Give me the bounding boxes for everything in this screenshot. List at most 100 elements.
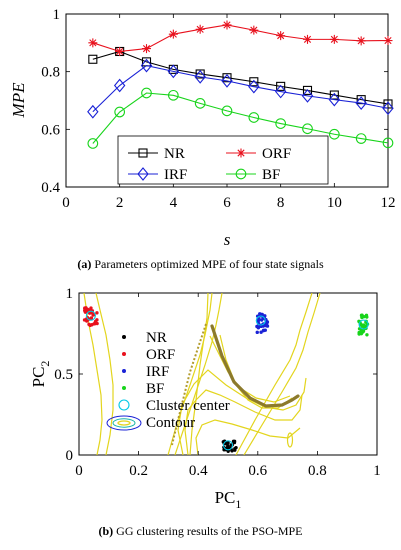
chart-b-ticks: 0 0.2 0.4 0.6 0.8 1 0 0.5 1 [54, 286, 381, 479]
chart-b-legend-label: Cluster center [146, 398, 230, 414]
chart-b-legend-marker [118, 399, 130, 411]
chart-a-point-bf [248, 112, 260, 123]
chart-b-cluster-center [358, 319, 369, 330]
chart-a-series [87, 20, 394, 149]
chart-a-point-irf [328, 92, 341, 107]
chart-b-xlabel-main: PC [215, 488, 236, 507]
chart-b-point-orf [87, 311, 92, 315]
chart-b-point-bf [357, 332, 361, 336]
chart-b-cluster-nr [221, 439, 238, 454]
chart-a-point-irf [301, 89, 314, 103]
chart-b-ylabel-main: PC [29, 367, 48, 388]
chart-b-legend-item: IRF [122, 364, 169, 380]
chart-b-xtick-label: 0.4 [189, 463, 208, 479]
chart-a-point-orf [195, 24, 205, 34]
chart-a-point-orf [356, 36, 366, 46]
chart-a-series-irf [87, 58, 394, 119]
chart-a-legend-marker [236, 148, 246, 158]
chart-a-point-irf [167, 64, 180, 79]
chart-a-xlabel: s [224, 230, 231, 249]
chart-a-point-orf [88, 38, 98, 48]
chart-b-xtick-label: 0 [75, 463, 83, 479]
caption-a: (a) Parameters optimized MPE of four sta… [0, 257, 401, 272]
caption-b-letter: (b) [98, 524, 114, 538]
chart-a-legend-label: BF [262, 167, 280, 183]
chart-b-cluster-center [85, 310, 96, 321]
chart-a-series-bf [87, 87, 394, 149]
chart-b-point-orf [89, 306, 93, 310]
chart-b-point-irf [255, 324, 259, 329]
chart-b-legend-item: Cluster center [118, 398, 230, 414]
chart-b-legend-marker [122, 335, 126, 339]
chart-a-legend-label: IRF [164, 167, 187, 183]
chart-b-legend-label: Contour [146, 415, 195, 431]
chart-b-ytick-label: 1 [66, 286, 74, 302]
chart-b-point-irf [263, 328, 267, 332]
chart-b-contour-ridge-left [171, 323, 207, 446]
chart-a-xtick-label: 8 [277, 195, 285, 211]
caption-b-text: GG clustering results of the PSO-MPE [113, 524, 303, 538]
chart-a-point-bf [275, 118, 287, 129]
chart-b-ytick-label: 0 [66, 448, 74, 464]
chart-b-point-nr [233, 446, 237, 451]
chart-b-points [82, 306, 370, 454]
chart-b-point-orf [90, 323, 94, 327]
chart-b-legend-item: NR [122, 330, 167, 346]
chart-a-legend-item: NR [128, 146, 185, 162]
chart-b-legend-item: ORF [122, 347, 175, 363]
chart-a-ylabel: MPE [9, 82, 28, 119]
chart-b-point-orf [83, 308, 87, 313]
chart-b-legend-label: ORF [146, 347, 175, 363]
chart-a-point-irf [355, 96, 367, 110]
chart-a-legend-marker [137, 167, 149, 181]
chart-a-point-irf [221, 74, 233, 88]
chart-b-contour-ridge [210, 324, 300, 408]
chart-a-xtick-label: 6 [223, 195, 231, 211]
chart-a-legend: NR ORF IRF BF [117, 135, 329, 185]
chart-a-ytick-label: 1 [53, 7, 61, 23]
chart-b-point-bf [361, 324, 366, 328]
chart-b-xtick-label: 0.8 [308, 463, 327, 479]
chart-a-legend-marker [235, 168, 247, 180]
chart-a-point-bf [382, 137, 394, 149]
chart-a: 0 2 4 6 8 10 12 0.4 0.6 0.8 1 NR ORF IRF BF MPE s [9, 7, 396, 249]
chart-b-point-orf [91, 313, 95, 317]
chart-a-point-irf [274, 84, 287, 99]
chart-b-legend-item: Contour [106, 415, 195, 431]
chart-a-xtick-label: 12 [381, 195, 396, 211]
chart-b-xtick-label: 1 [373, 463, 381, 479]
chart-a-xtick-label: 4 [170, 195, 178, 211]
chart-a-point-nr [195, 69, 205, 79]
chart-a-point-orf [222, 20, 232, 30]
chart-b-point-nr [232, 440, 237, 445]
chart-a-series-nr [88, 46, 393, 109]
chart-b-point-orf [95, 311, 99, 315]
chart-b-plot-area [78, 292, 378, 456]
chart-a-point-irf [113, 78, 126, 93]
chart-a-point-bf [114, 106, 126, 118]
chart-a-xtick-label: 2 [116, 195, 124, 211]
chart-a-point-irf [194, 69, 206, 84]
chart-b-point-nr [224, 441, 228, 446]
chart-b-xtick-label: 0.6 [248, 463, 267, 479]
chart-a-point-bf [221, 105, 233, 117]
chart-b-xlabel-sub: 1 [235, 497, 241, 511]
chart-b-contour-2 [235, 293, 313, 455]
chart-b-point-irf [265, 324, 270, 328]
chart-a-ytick-label: 0.4 [41, 180, 60, 196]
chart-a-legend-label: NR [164, 146, 185, 162]
chart-a-legend-item: ORF [226, 146, 291, 162]
chart-b-contour-1 [95, 293, 114, 455]
chart-a-point-orf [276, 31, 286, 41]
chart-a-ytick-label: 0.6 [41, 122, 60, 138]
chart-a-point-orf [249, 25, 259, 35]
chart-a-point-nr [249, 77, 259, 87]
chart-b-xlabel: PC1 [215, 488, 242, 511]
chart-b-contours [83, 293, 321, 455]
chart-b-point-irf [260, 318, 264, 322]
chart-b-contour-9 [195, 419, 301, 455]
chart-a-point-orf [383, 36, 393, 46]
chart-a-point-orf [142, 44, 151, 54]
